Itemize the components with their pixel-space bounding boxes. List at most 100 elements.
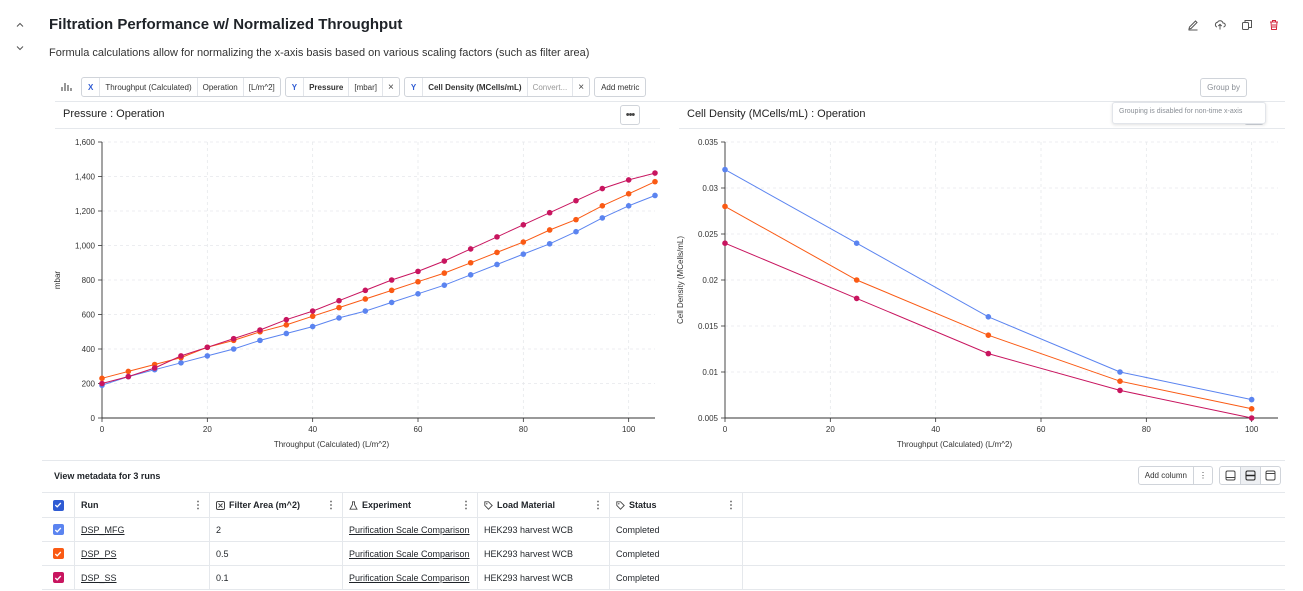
- y1-metric-name[interactable]: Pressure: [303, 78, 348, 96]
- x-tick-label: 0: [723, 425, 728, 434]
- add-metric-button[interactable]: Add metric: [594, 77, 647, 97]
- group-by-button[interactable]: Group by: [1200, 78, 1247, 97]
- x-metric-unit[interactable]: [L/m^2]: [242, 78, 280, 96]
- edit-icon[interactable]: [1186, 18, 1200, 32]
- table-row[interactable]: DSP_SS 0.1 Purification Scale Comparison…: [42, 566, 1285, 590]
- data-point: [985, 314, 992, 320]
- run-cell: DSP_SS: [75, 566, 210, 589]
- column-header-status[interactable]: Status ⋮: [610, 493, 743, 517]
- expand-down-icon[interactable]: [14, 44, 26, 56]
- data-point: [573, 216, 579, 223]
- row-select-cell: [42, 518, 75, 541]
- experiment-link[interactable]: Purification Scale Comparison: [349, 572, 470, 583]
- duplicate-icon[interactable]: [1240, 18, 1254, 32]
- x-tick-label: 60: [1037, 425, 1046, 434]
- experiment-cell: Purification Scale Comparison: [343, 518, 478, 541]
- layout-bottom-icon[interactable]: [1220, 467, 1240, 484]
- filter-area-cell: 2: [210, 518, 343, 541]
- divider: [55, 101, 1285, 102]
- x-tick-label: 0: [100, 425, 105, 434]
- select-all-checkbox[interactable]: [52, 499, 64, 511]
- y-tick-label: 0.015: [698, 322, 719, 331]
- run-link[interactable]: DSP_MFG: [81, 524, 125, 535]
- data-point: [985, 332, 992, 339]
- column-label: Experiment: [362, 500, 412, 510]
- y1-metric-chip[interactable]: Y Pressure [mbar] ×: [284, 77, 400, 97]
- column-menu-icon[interactable]: ⋮: [326, 499, 336, 511]
- column-label: Load Material: [497, 500, 556, 510]
- column-menu-icon[interactable]: ⋮: [193, 499, 203, 511]
- x-metric-chip[interactable]: X Throughput (Calculated) Operation [L/m…: [81, 77, 281, 97]
- data-point: [257, 337, 263, 344]
- data-point: [722, 203, 728, 210]
- y-tick-label: 0.01: [702, 368, 718, 377]
- x-metric-scope[interactable]: Operation: [196, 78, 243, 96]
- row-select-cell: [42, 542, 75, 565]
- left-rail: [0, 0, 42, 591]
- data-point: [99, 380, 105, 387]
- run-link[interactable]: DSP_SS: [81, 572, 117, 583]
- column-header-run[interactable]: Run ⋮: [75, 493, 210, 517]
- column-header-filter-area[interactable]: Filter Area (m^2) ⋮: [210, 493, 343, 517]
- metric-bar: X Throughput (Calculated) Operation [L/m…: [60, 77, 647, 97]
- filter-area-cell: 0.5: [210, 542, 343, 565]
- run-link[interactable]: DSP_PS: [81, 548, 117, 559]
- x-axis-label: Throughput (Calculated) (L/m^2): [897, 440, 1013, 449]
- table-row[interactable]: DSP_PS 0.5 Purification Scale Comparison…: [42, 542, 1285, 566]
- series-line: [101, 172, 656, 384]
- table-row[interactable]: DSP_MFG 2 Purification Scale Comparison …: [42, 518, 1285, 542]
- experiment-link[interactable]: Purification Scale Comparison: [349, 548, 470, 559]
- y2-metric-name[interactable]: Cell Density (MCells/mL): [422, 78, 526, 96]
- page-title: Filtration Performance w/ Normalized Thr…: [49, 16, 403, 33]
- group-by-tooltip: Grouping is disabled for non-time x-axis: [1112, 102, 1266, 124]
- upload-icon[interactable]: [1213, 18, 1227, 32]
- data-point: [441, 258, 448, 264]
- select-all-cell: [42, 493, 75, 517]
- page-subtitle: Formula calculations allow for normalizi…: [49, 47, 590, 59]
- x-tick-label: 100: [1245, 425, 1259, 434]
- row-checkbox[interactable]: [52, 524, 64, 535]
- x-metric-name[interactable]: Throughput (Calculated): [99, 78, 196, 96]
- data-point: [494, 249, 500, 256]
- load-material-cell: HEK293 harvest WCB: [478, 566, 610, 589]
- data-point: [652, 170, 658, 176]
- add-column-button[interactable]: Add column: [1137, 466, 1194, 485]
- layout-split-icon[interactable]: [1240, 467, 1260, 484]
- remove-y2-metric-button[interactable]: ×: [572, 78, 589, 96]
- row-checkbox[interactable]: [52, 548, 64, 559]
- filter-area-cell: 0.1: [210, 566, 343, 589]
- column-menu-icon[interactable]: ⋮: [726, 499, 736, 511]
- delete-icon[interactable]: [1267, 18, 1281, 32]
- y-tick-label: 200: [82, 380, 96, 389]
- y2-unit-convert-select[interactable]: Convert...: [526, 78, 573, 96]
- column-menu-icon[interactable]: ⋮: [461, 499, 471, 511]
- y-axis-label: mbar: [53, 271, 62, 290]
- experiment-link[interactable]: Purification Scale Comparison: [349, 524, 470, 535]
- empty-cell: [743, 518, 1285, 541]
- layout-top-icon[interactable]: [1260, 467, 1280, 484]
- chart-type-icon[interactable]: [60, 80, 74, 94]
- column-header-load-material[interactable]: Load Material ⋮: [478, 493, 610, 517]
- data-point: [625, 177, 632, 183]
- collapse-up-icon[interactable]: [14, 21, 26, 33]
- y-tick-label: 400: [82, 345, 96, 354]
- y2-metric-chip[interactable]: Y Cell Density (MCells/mL) Convert... ×: [403, 77, 591, 97]
- add-column-more-button[interactable]: ⋮: [1194, 466, 1213, 485]
- data-point: [853, 277, 860, 283]
- y-tick-label: 0.035: [698, 138, 719, 147]
- add-column-label: Add column: [1144, 471, 1187, 480]
- y1-metric-unit[interactable]: [mbar]: [348, 78, 382, 96]
- x-tick-label: 20: [826, 425, 835, 434]
- remove-y1-metric-button[interactable]: ×: [382, 78, 399, 96]
- row-checkbox[interactable]: [52, 572, 64, 583]
- load-material-cell: HEK293 harvest WCB: [478, 518, 610, 541]
- metadata-table: Run ⋮ Filter Area (m^2) ⋮ Experiment ⋮ L…: [42, 492, 1285, 590]
- data-point: [985, 350, 992, 357]
- data-point: [388, 287, 395, 294]
- left-chart-more-button[interactable]: •••: [620, 105, 640, 125]
- column-header-experiment[interactable]: Experiment ⋮: [343, 493, 478, 517]
- column-menu-icon[interactable]: ⋮: [593, 499, 603, 511]
- data-point: [99, 375, 105, 382]
